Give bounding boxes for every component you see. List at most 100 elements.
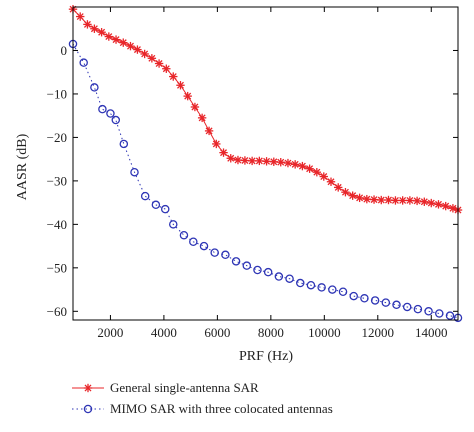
series-1-point — [435, 309, 444, 318]
series-0-point — [169, 72, 178, 81]
legend-label-mimo: MIMO SAR with three colocated antennas — [110, 401, 333, 416]
series-1-point — [306, 280, 316, 290]
series-0-point — [405, 196, 415, 205]
series-0-point — [104, 32, 114, 41]
legend-symbol-mimo — [72, 404, 104, 414]
series-1-point — [242, 261, 252, 270]
series-0-point — [226, 154, 235, 163]
series-0-point — [204, 126, 214, 136]
y-tick-label: −50 — [47, 260, 67, 275]
series-1-point — [151, 200, 161, 210]
series-1-point — [317, 283, 326, 292]
series-1-point — [90, 83, 99, 92]
series-0-point — [140, 49, 149, 59]
series-1-point — [130, 167, 139, 177]
plot-frame — [72, 6, 459, 321]
series-0-point — [334, 183, 343, 192]
series-line-0 — [72, 8, 459, 211]
plot-layer — [68, 4, 463, 323]
axes-layer: 2000 4000 6000 8000 10000 12000 14000 0 −10 −20 −3… — [47, 6, 459, 340]
series-1-point — [402, 302, 412, 312]
legend-symbol-single-antenna — [72, 383, 104, 393]
series-0-point — [111, 35, 121, 44]
series-1-point — [413, 304, 423, 314]
x-tick-label: 8000 — [258, 325, 284, 340]
series-1-point — [98, 104, 107, 114]
series-0-point — [90, 24, 99, 33]
legend: General single-antenna SAR MIMO SAR with… — [72, 380, 333, 416]
series-1-point — [199, 241, 209, 251]
series-0-point — [126, 41, 135, 51]
series-0-point — [147, 54, 157, 63]
series-0-point — [183, 91, 192, 101]
y-tick-label: −10 — [47, 86, 67, 101]
series-0-point — [398, 196, 407, 205]
series-0-point — [290, 160, 300, 169]
series-1-point — [392, 300, 401, 310]
series-0-point — [83, 20, 92, 29]
series-0-point — [377, 195, 386, 205]
legend-marker — [83, 404, 93, 414]
series-0-point — [427, 198, 436, 208]
series-0-point — [348, 191, 357, 200]
series-0-point — [434, 200, 443, 209]
series-0-point — [369, 195, 379, 204]
x-tick-label: 12000 — [362, 325, 395, 340]
legend-label-single-antenna: General single-antenna SAR — [110, 380, 259, 395]
series-1-point — [179, 230, 189, 240]
series-0-point — [341, 187, 350, 197]
series-1-point — [160, 204, 170, 214]
series-1-point — [370, 296, 380, 305]
series-1-point — [221, 250, 230, 260]
series-0-point — [362, 194, 372, 204]
series-0-point — [312, 167, 322, 177]
series-1-point — [189, 237, 198, 246]
series-1-point — [285, 274, 294, 283]
series-0-point — [133, 45, 142, 54]
series-0-point — [119, 38, 128, 47]
series-0-point — [355, 193, 364, 203]
series-0-point — [190, 102, 200, 112]
y-tick-label: −20 — [47, 130, 67, 145]
series-0-point — [441, 201, 450, 211]
series-1-point — [349, 291, 358, 301]
series-0-point — [233, 155, 243, 165]
x-tick-label: 14000 — [415, 325, 448, 340]
series-1-point — [169, 220, 178, 229]
series-1-point — [210, 248, 219, 257]
series-0-point — [262, 157, 271, 166]
series-0-point — [283, 158, 293, 168]
series-0-point — [176, 81, 185, 90]
y-axis-title: AASR (dB) — [15, 133, 30, 200]
x-axis-title: PRF (Hz) — [239, 349, 293, 364]
series-1-point — [274, 272, 284, 281]
series-0-point — [412, 196, 422, 206]
series-1-point — [424, 307, 433, 316]
series-0-point — [319, 172, 328, 181]
series-1-point — [263, 267, 273, 277]
series-0-point — [162, 64, 171, 73]
x-tick-label: 6000 — [204, 325, 230, 340]
series-0-point — [305, 164, 314, 173]
x-tick-label: 2000 — [97, 325, 123, 340]
series-0-point — [326, 177, 336, 186]
series-1-point — [381, 298, 391, 307]
series-1-point — [79, 58, 88, 67]
series-0-point — [255, 156, 264, 166]
series-1-point — [111, 115, 121, 125]
y-tick-label: −60 — [47, 304, 67, 319]
x-tick-label: 10000 — [308, 325, 341, 340]
series-1-point — [106, 109, 115, 118]
series-0-point — [247, 156, 257, 166]
series-1-point — [296, 278, 305, 288]
series-0-point — [154, 59, 164, 68]
series-line-1 — [72, 43, 459, 319]
series-0-point — [212, 139, 221, 149]
y-tick-label: 0 — [61, 43, 68, 58]
series-0-point — [391, 196, 400, 205]
series-1-point — [445, 311, 455, 320]
series-0-point — [97, 28, 106, 37]
series-1-point — [253, 265, 262, 275]
series-0-point — [420, 197, 429, 206]
